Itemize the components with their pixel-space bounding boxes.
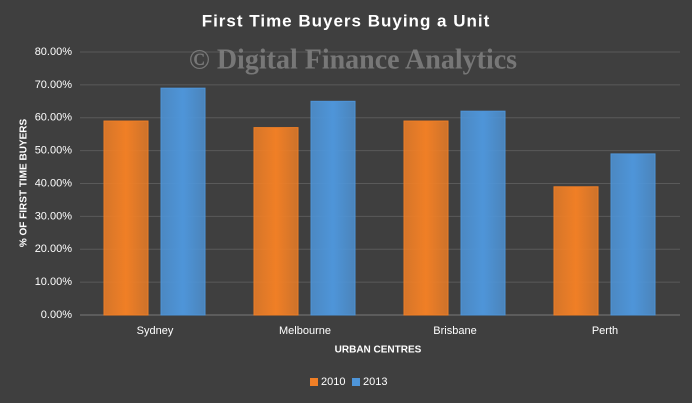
y-tick-label: 80.00% — [35, 46, 73, 58]
bar — [403, 120, 449, 316]
y-axis-title: % OF FIRST TIME BUYERS — [19, 119, 30, 248]
legend-label: 2013 — [363, 376, 387, 388]
bar — [610, 153, 656, 316]
y-tick-label: 50.00% — [35, 145, 73, 157]
y-tick-label: 20.00% — [35, 243, 73, 255]
bar — [310, 100, 356, 316]
x-tick-label: Brisbane — [433, 325, 476, 337]
y-tick-label: 40.00% — [35, 177, 73, 189]
chart-title: First Time Buyers Buying a Unit — [202, 11, 491, 30]
bar — [460, 110, 506, 316]
watermark: © Digital Finance Analytics — [189, 44, 517, 75]
bar — [103, 120, 149, 316]
x-tick-label: Sydney — [137, 325, 174, 337]
legend-label: 2010 — [321, 376, 345, 388]
x-tick-label: Melbourne — [279, 325, 331, 337]
bar — [553, 186, 599, 316]
x-axis-title: URBAN CENTRES — [335, 345, 422, 356]
bar — [160, 87, 206, 316]
x-tick-label: Perth — [592, 325, 618, 337]
legend-swatch — [310, 378, 318, 386]
y-tick-label: 0.00% — [41, 309, 72, 321]
bar — [253, 127, 299, 316]
y-tick-label: 60.00% — [35, 112, 73, 124]
y-tick-label: 10.00% — [35, 276, 73, 288]
legend-swatch — [352, 378, 360, 386]
y-tick-label: 30.00% — [35, 210, 73, 222]
y-tick-label: 70.00% — [35, 79, 73, 91]
